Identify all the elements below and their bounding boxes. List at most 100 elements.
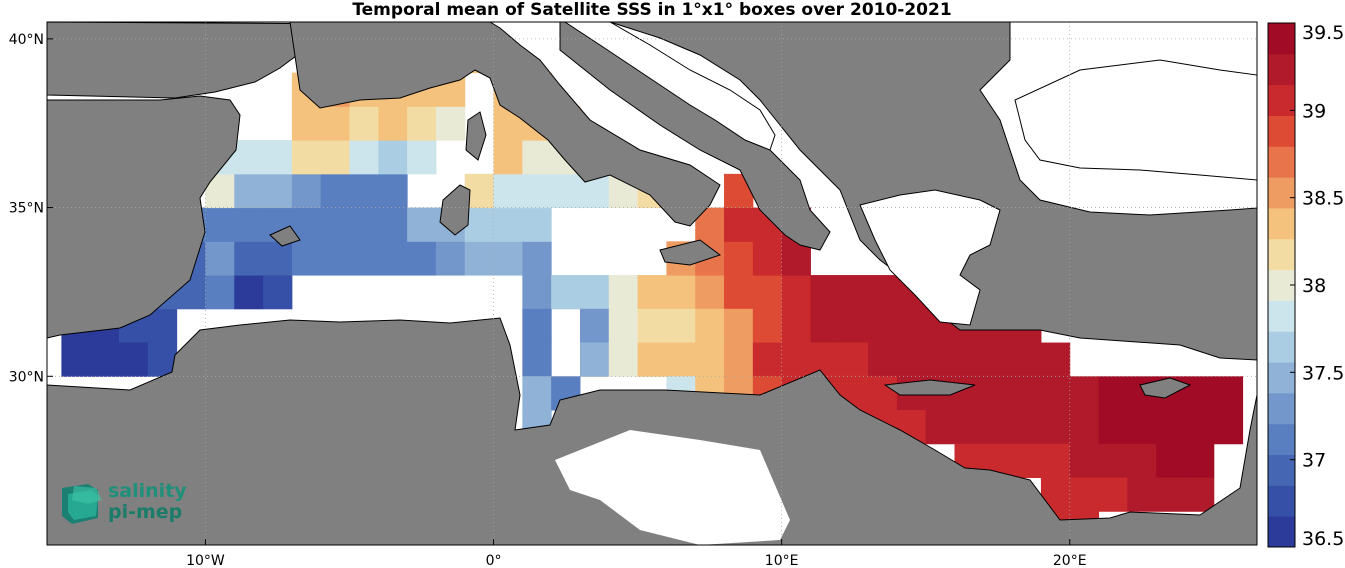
sss-cell xyxy=(608,342,639,377)
colorbar-segment xyxy=(1268,177,1295,209)
colorbar-segment xyxy=(1268,53,1295,86)
sss-cell xyxy=(320,241,350,276)
sss-cell xyxy=(205,241,235,276)
sss-cell xyxy=(695,308,725,344)
sss-cell xyxy=(205,275,235,310)
sss-cell xyxy=(752,308,783,344)
salinity-pi-mep-logo: salinity pi-mep xyxy=(58,478,198,528)
sss-cell xyxy=(1184,410,1215,445)
sss-cell xyxy=(1184,376,1215,411)
land-sardinia xyxy=(439,184,471,236)
sss-cell xyxy=(637,275,667,310)
sss-cell xyxy=(925,410,955,445)
colorbar-segment xyxy=(1268,115,1295,147)
sss-cell xyxy=(579,342,610,377)
sss-cell xyxy=(464,207,495,242)
sss-cell xyxy=(868,342,898,377)
sss-cell xyxy=(522,342,552,377)
sss-cell xyxy=(666,342,696,377)
sss-cell xyxy=(263,173,293,209)
sss-cell xyxy=(1213,410,1244,445)
colorbar-segment xyxy=(1268,23,1295,55)
land-black-sea-water xyxy=(1014,59,1258,181)
sss-cell xyxy=(1069,376,1100,411)
sss-cell xyxy=(234,207,264,242)
map-title: Temporal mean of Satellite SSS in 1°x1° … xyxy=(352,0,952,20)
land-crete xyxy=(883,379,976,396)
sss-cell xyxy=(983,410,1013,445)
colorbar-segment xyxy=(1268,423,1295,456)
sss-cell xyxy=(349,207,379,242)
sss-cell xyxy=(810,342,840,377)
sss-cell xyxy=(1012,376,1042,411)
sss-cell xyxy=(868,376,898,411)
sss-cell xyxy=(724,308,754,344)
sss-cell xyxy=(435,241,466,276)
sss-cell xyxy=(839,308,869,344)
sss-cell xyxy=(1040,342,1071,377)
lat-tick-label: 30°N xyxy=(9,369,44,385)
sss-cell xyxy=(781,308,811,344)
sss-cell xyxy=(551,275,581,310)
sss-cell xyxy=(724,241,754,276)
sss-cell xyxy=(1098,410,1128,445)
colorbar-segment xyxy=(1268,392,1295,425)
sss-cell xyxy=(1127,443,1157,479)
colorbar-segment xyxy=(1268,516,1295,548)
sss-cell xyxy=(320,173,350,209)
sss-cell xyxy=(435,106,466,141)
sss-cell xyxy=(752,342,783,377)
logo-text-line2: pi-mep xyxy=(108,501,183,523)
sss-cell xyxy=(407,140,437,175)
sss-cell xyxy=(637,342,667,377)
land-adriatic-water xyxy=(563,21,776,151)
sss-cell xyxy=(666,308,696,344)
lat-tick-label: 40°N xyxy=(9,32,44,48)
sss-cell xyxy=(1012,410,1042,445)
sss-cell xyxy=(983,342,1013,377)
sss-cell xyxy=(349,106,379,141)
sss-cell xyxy=(320,106,350,141)
sss-cell xyxy=(407,207,437,242)
lon-tick-label: 0° xyxy=(486,553,502,568)
sss-cell xyxy=(1040,443,1071,479)
colorbar: 36.5 37 37.5 38 38.5 39 39.5 xyxy=(1267,22,1344,550)
sss-cell xyxy=(349,173,379,209)
sss-cell xyxy=(234,241,264,276)
map-frame xyxy=(46,21,1258,546)
sss-cell xyxy=(119,342,149,377)
sss-cell xyxy=(291,241,322,276)
sss-cell xyxy=(666,275,696,310)
sss-cell xyxy=(781,275,811,310)
logo-mark-icon xyxy=(62,484,102,524)
sss-cell xyxy=(522,207,552,242)
land-cyprus xyxy=(1139,377,1192,399)
sss-cell xyxy=(1069,443,1100,479)
sss-cell xyxy=(896,342,927,377)
land-france xyxy=(289,21,721,227)
colorbar-tick-label: 38.5 xyxy=(1302,188,1344,210)
sss-cell xyxy=(1127,477,1157,512)
sss-cell xyxy=(868,275,898,310)
lon-tick-label: 20°E xyxy=(1053,553,1087,568)
sss-cell xyxy=(1012,342,1042,377)
sss-cell xyxy=(695,342,725,377)
sss-cell xyxy=(493,173,523,209)
sss-cell xyxy=(954,376,984,411)
sss-cell xyxy=(1012,443,1042,479)
land-aegean-water xyxy=(859,189,1001,326)
sss-cell xyxy=(464,241,495,276)
sss-cell xyxy=(522,275,552,310)
sss-cell xyxy=(1156,410,1186,445)
colorbar-tick-label: 36.5 xyxy=(1302,528,1344,550)
sss-cell xyxy=(983,376,1013,411)
sss-cell xyxy=(810,308,840,344)
sss-cell xyxy=(954,342,984,377)
sss-cell xyxy=(637,308,667,344)
sss-cell xyxy=(493,140,523,175)
sss-cell xyxy=(263,241,293,276)
colorbar-tick-label: 39 xyxy=(1302,100,1326,122)
colorbar-tick-label: 37 xyxy=(1302,450,1326,472)
sss-cell xyxy=(1156,477,1186,512)
logo-text-line1: salinity xyxy=(108,480,187,502)
